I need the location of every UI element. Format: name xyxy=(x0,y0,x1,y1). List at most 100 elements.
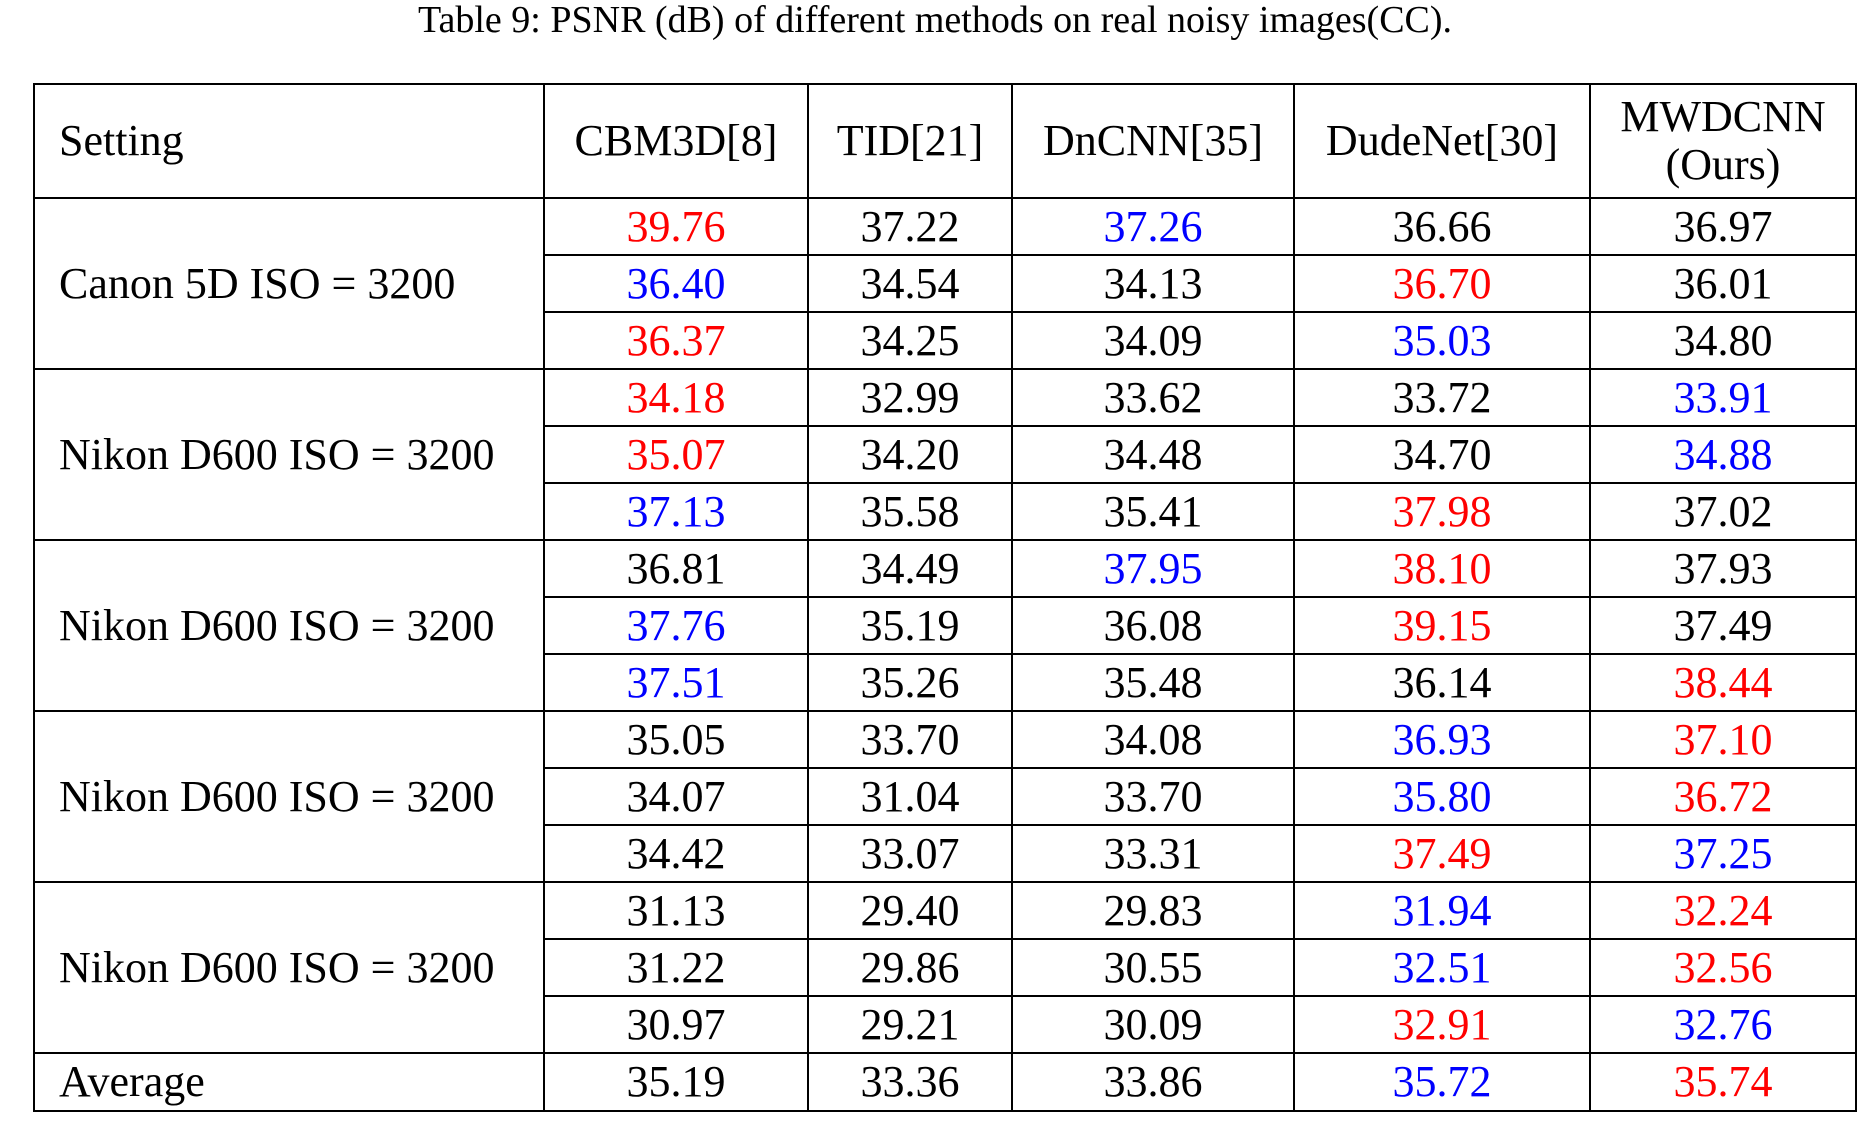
table-row: Canon 5D ISO = 3200 39.76 37.22 37.26 36.66 3… xyxy=(33,197,1857,370)
value-cell: 35.41 xyxy=(1011,482,1295,541)
value-cell: 32.24 xyxy=(1589,881,1857,940)
average-value-cell: 35.72 xyxy=(1293,1052,1591,1112)
value-cell: 34.18 xyxy=(543,368,809,427)
value-cell: 37.10 xyxy=(1589,710,1857,769)
value-cell: 36.37 xyxy=(543,311,809,370)
header-method-label: TID[21] xyxy=(836,116,984,165)
value-cell: 29.21 xyxy=(807,995,1013,1054)
value-cell: 34.09 xyxy=(1011,311,1295,370)
header-setting: Setting xyxy=(33,83,545,199)
table-row: 31.22 29.86 30.55 32.51 32.56 xyxy=(34,938,1857,997)
average-value-cell: 33.86 xyxy=(1011,1052,1295,1112)
value-cell: 34.07 xyxy=(543,767,809,826)
table-row: 36.37 34.25 34.09 35.03 34.80 xyxy=(34,311,1857,370)
table-caption: Table 9: PSNR (dB) of different methods … xyxy=(417,0,1453,41)
value-cell: 34.25 xyxy=(807,311,1013,370)
table-row: 34.42 33.07 33.31 37.49 37.25 xyxy=(34,824,1857,883)
table-row: 35.07 34.20 34.48 34.70 34.88 xyxy=(34,425,1857,484)
value-cell: 37.13 xyxy=(543,482,809,541)
value-cell: 36.93 xyxy=(1293,710,1591,769)
header-method-label: DnCNN[35] xyxy=(1043,116,1263,165)
value-cell: 36.08 xyxy=(1011,596,1295,655)
header-method-dudenet: DudeNet[30] xyxy=(1293,83,1591,199)
table-row: Nikon D600 ISO = 3200 36.81 34.49 37.95 38.1… xyxy=(33,539,1857,712)
table-row: 34.07 31.04 33.70 35.80 36.72 xyxy=(34,767,1857,826)
table-row: Nikon D600 ISO = 3200 31.13 29.40 29.83 31.9… xyxy=(33,881,1857,1054)
value-cell: 37.25 xyxy=(1589,824,1857,883)
value-cell: 32.99 xyxy=(807,368,1013,427)
setting-cell: Canon 5D ISO = 3200 xyxy=(33,197,545,370)
value-cell: 36.97 xyxy=(1589,197,1857,256)
value-cell: 35.03 xyxy=(1293,311,1591,370)
value-cell: 33.72 xyxy=(1293,368,1591,427)
value-cell: 33.07 xyxy=(807,824,1013,883)
value-cell: 37.76 xyxy=(543,596,809,655)
header-method-mwdcnn: MWDCNN (Ours) xyxy=(1589,83,1857,199)
value-cell: 35.07 xyxy=(543,425,809,484)
table-row: 37.76 35.19 36.08 39.15 37.49 xyxy=(34,596,1857,655)
value-cell: 36.66 xyxy=(1293,197,1591,256)
value-cell: 34.88 xyxy=(1589,425,1857,484)
table-row: Nikon D600 ISO = 3200 35.05 33.70 34.08 36.9… xyxy=(33,710,1857,883)
value-cell: 33.62 xyxy=(1011,368,1295,427)
value-cell: 33.31 xyxy=(1011,824,1295,883)
value-cell: 32.91 xyxy=(1293,995,1591,1054)
value-cell: 31.13 xyxy=(543,881,809,940)
value-cell: 32.76 xyxy=(1589,995,1857,1054)
value-cell: 31.04 xyxy=(807,767,1013,826)
header-method-label: DudeNet[30] xyxy=(1325,116,1559,165)
average-value-cell: 35.74 xyxy=(1589,1052,1857,1112)
value-cell: 30.09 xyxy=(1011,995,1295,1054)
value-cell: 33.70 xyxy=(807,710,1013,769)
table-row: Nikon D600 ISO = 3200 34.18 32.99 33.62 33.7… xyxy=(33,368,1857,541)
value-cell: 36.01 xyxy=(1589,254,1857,313)
psnr-results-table: Setting CBM3D[8] TID[21] DnCNN[35] DudeN… xyxy=(33,83,1857,1112)
value-cell: 31.94 xyxy=(1293,881,1591,940)
value-cell: 29.86 xyxy=(807,938,1013,997)
value-cell: 34.54 xyxy=(807,254,1013,313)
table-row: 37.51 35.26 35.48 36.14 38.44 xyxy=(34,653,1857,712)
table-header: Setting CBM3D[8] TID[21] DnCNN[35] DudeN… xyxy=(33,83,1857,199)
value-cell: 37.26 xyxy=(1011,197,1295,256)
value-cell: 33.91 xyxy=(1589,368,1857,427)
value-cell: 34.70 xyxy=(1293,425,1591,484)
value-cell: 37.93 xyxy=(1589,539,1857,598)
value-cell: 39.15 xyxy=(1293,596,1591,655)
table-row: 37.13 35.58 35.41 37.98 37.02 xyxy=(34,482,1857,541)
header-method-cbm3d: CBM3D[8] xyxy=(543,83,809,199)
value-cell: 34.20 xyxy=(807,425,1013,484)
value-cell: 33.70 xyxy=(1011,767,1295,826)
value-cell: 38.10 xyxy=(1293,539,1591,598)
table-body: Canon 5D ISO = 3200 39.76 37.22 37.26 36.66 3… xyxy=(33,197,1857,1112)
header-method-dncnn: DnCNN[35] xyxy=(1011,83,1295,199)
average-row: Average 35.19 33.36 33.86 35.72 35.74 xyxy=(33,1052,1857,1112)
value-cell: 29.40 xyxy=(807,881,1013,940)
value-cell: 37.51 xyxy=(543,653,809,712)
value-cell: 35.05 xyxy=(543,710,809,769)
setting-cell: Nikon D600 ISO = 3200 xyxy=(33,881,545,1054)
header-method-tid: TID[21] xyxy=(807,83,1013,199)
value-cell: 35.80 xyxy=(1293,767,1591,826)
value-cell: 36.40 xyxy=(543,254,809,313)
value-cell: 34.49 xyxy=(807,539,1013,598)
header-row: Setting CBM3D[8] TID[21] DnCNN[35] DudeN… xyxy=(33,83,1857,199)
value-cell: 34.42 xyxy=(543,824,809,883)
value-cell: 36.70 xyxy=(1293,254,1591,313)
setting-cell: Nikon D600 ISO = 3200 xyxy=(33,368,545,541)
value-cell: 37.02 xyxy=(1589,482,1857,541)
average-value-cell: 33.36 xyxy=(807,1052,1013,1112)
value-cell: 34.13 xyxy=(1011,254,1295,313)
value-cell: 36.14 xyxy=(1293,653,1591,712)
value-cell: 34.80 xyxy=(1589,311,1857,370)
value-cell: 37.98 xyxy=(1293,482,1591,541)
value-cell: 34.48 xyxy=(1011,425,1295,484)
value-cell: 36.81 xyxy=(543,539,809,598)
value-cell: 32.56 xyxy=(1589,938,1857,997)
value-cell: 30.55 xyxy=(1011,938,1295,997)
value-cell: 37.95 xyxy=(1011,539,1295,598)
table-row: 30.97 29.21 30.09 32.91 32.76 xyxy=(34,995,1857,1054)
average-label: Average xyxy=(33,1052,545,1112)
value-cell: 37.49 xyxy=(1589,596,1857,655)
header-method-label: MWDCNN xyxy=(1620,92,1826,141)
value-cell: 35.19 xyxy=(807,596,1013,655)
